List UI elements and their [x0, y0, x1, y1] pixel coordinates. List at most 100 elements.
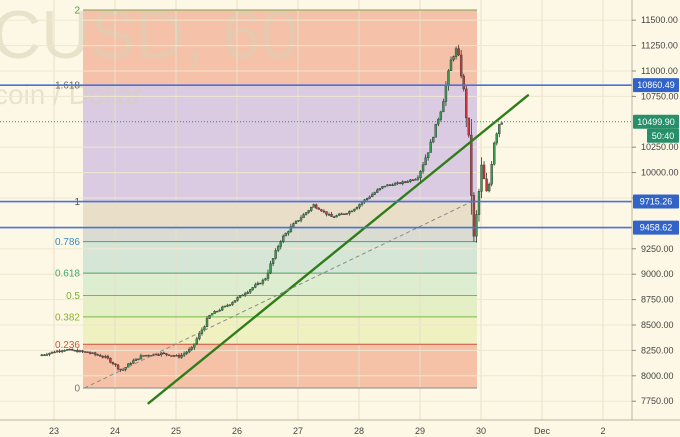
candle — [236, 296, 239, 302]
watermark-symbol: CUSD, 60 — [0, 0, 298, 73]
candle — [340, 212, 343, 215]
candle — [482, 161, 486, 180]
candles — [40, 44, 504, 372]
candle-body — [93, 352, 97, 355]
candle-body — [236, 297, 239, 301]
tag-countdown-label: 50:40 — [652, 131, 675, 141]
candle-body — [482, 164, 486, 180]
candle — [266, 269, 270, 281]
candle-body — [294, 220, 298, 224]
fib-level-label: 0.5 — [66, 291, 80, 302]
candle — [226, 303, 229, 308]
candle-body — [419, 170, 422, 179]
candle — [243, 291, 247, 298]
candle — [144, 354, 148, 357]
candle-body — [439, 111, 443, 120]
candle-body — [68, 348, 71, 351]
candle — [147, 354, 150, 357]
candle-body — [322, 210, 326, 213]
candle — [73, 349, 77, 352]
watermark: CUSD, 60 coin / Dollar — [0, 0, 298, 110]
candle-body — [116, 364, 120, 370]
candle-body — [414, 179, 417, 181]
price-tick-label: 9250.00 — [641, 244, 674, 254]
trendlines[interactable] — [84, 94, 530, 405]
candle-body — [134, 358, 138, 361]
tag-support: 9458.62 — [633, 220, 679, 235]
candle-body — [470, 134, 473, 196]
candle — [388, 183, 392, 186]
candle — [353, 208, 356, 212]
candle — [88, 351, 92, 355]
fib-zone — [83, 241, 477, 274]
trendline[interactable] — [147, 94, 530, 405]
candle — [457, 44, 460, 56]
candle-body — [299, 217, 303, 221]
fib-level-labels: 2 1.618 1 0.786 0.618 0.5 0.382 0.236 0 — [55, 6, 80, 395]
candle-body — [182, 353, 186, 356]
horizontal-lines[interactable] — [0, 84, 632, 229]
candle — [195, 336, 199, 346]
candle-body — [119, 368, 122, 371]
candle — [58, 349, 61, 354]
candle-body — [442, 101, 445, 113]
candle-body — [147, 354, 150, 357]
candle-body — [401, 181, 404, 184]
candle — [322, 209, 326, 214]
candle — [208, 314, 211, 319]
candle-body — [86, 351, 89, 353]
candle — [393, 181, 397, 186]
candle-body — [261, 279, 265, 284]
candle-body — [81, 350, 84, 352]
candle — [78, 349, 82, 353]
candle — [129, 361, 132, 366]
candle — [139, 353, 143, 360]
candle-body — [411, 179, 415, 182]
candle-body — [302, 214, 305, 218]
candle — [434, 123, 437, 138]
time-tick-label: 23 — [49, 426, 59, 436]
candle — [299, 215, 303, 223]
candle-body — [459, 54, 463, 77]
time-axis[interactable]: 23 24 25 26 27 28 29 30 Dec 2 — [0, 419, 680, 437]
price-axis[interactable]: 11500.00 11250.00 11000.00 10750.00 10250.00… — [631, 0, 680, 437]
fib-level-label: 0 — [74, 384, 80, 395]
candle — [391, 183, 394, 187]
candle-body — [210, 313, 214, 316]
candle-body — [452, 56, 455, 61]
candle-body — [348, 211, 351, 214]
candle-body — [480, 164, 483, 192]
candle-body — [129, 363, 132, 365]
candle-body — [177, 355, 181, 358]
tag-support-label: 9458.62 — [640, 223, 673, 233]
candle — [386, 184, 389, 187]
candle — [213, 310, 216, 314]
candle-body — [383, 185, 387, 188]
candle — [246, 290, 249, 295]
candle — [411, 178, 415, 182]
candle — [378, 188, 382, 191]
candle — [271, 257, 275, 267]
candle — [404, 181, 407, 184]
fib-level-label: 0.236 — [55, 340, 80, 351]
tag-fib-1: 9715.26 — [633, 194, 679, 209]
candle — [325, 211, 328, 217]
candle — [228, 304, 232, 307]
candle-body — [180, 354, 183, 358]
candle — [134, 358, 138, 361]
time-tick-label: 2 — [600, 426, 605, 436]
candle — [249, 288, 252, 295]
candle-body — [190, 347, 193, 350]
candle — [99, 353, 102, 357]
candle-body — [223, 305, 227, 308]
price-tick-label: 10000.00 — [641, 168, 679, 178]
candle-body — [66, 349, 69, 351]
candle-body — [71, 348, 74, 351]
candle-body — [335, 215, 338, 218]
candle-body — [218, 309, 221, 312]
candle — [294, 220, 298, 225]
candle-body — [256, 282, 260, 285]
candle-body — [104, 356, 107, 358]
fib-anchor-line[interactable] — [84, 201, 473, 389]
